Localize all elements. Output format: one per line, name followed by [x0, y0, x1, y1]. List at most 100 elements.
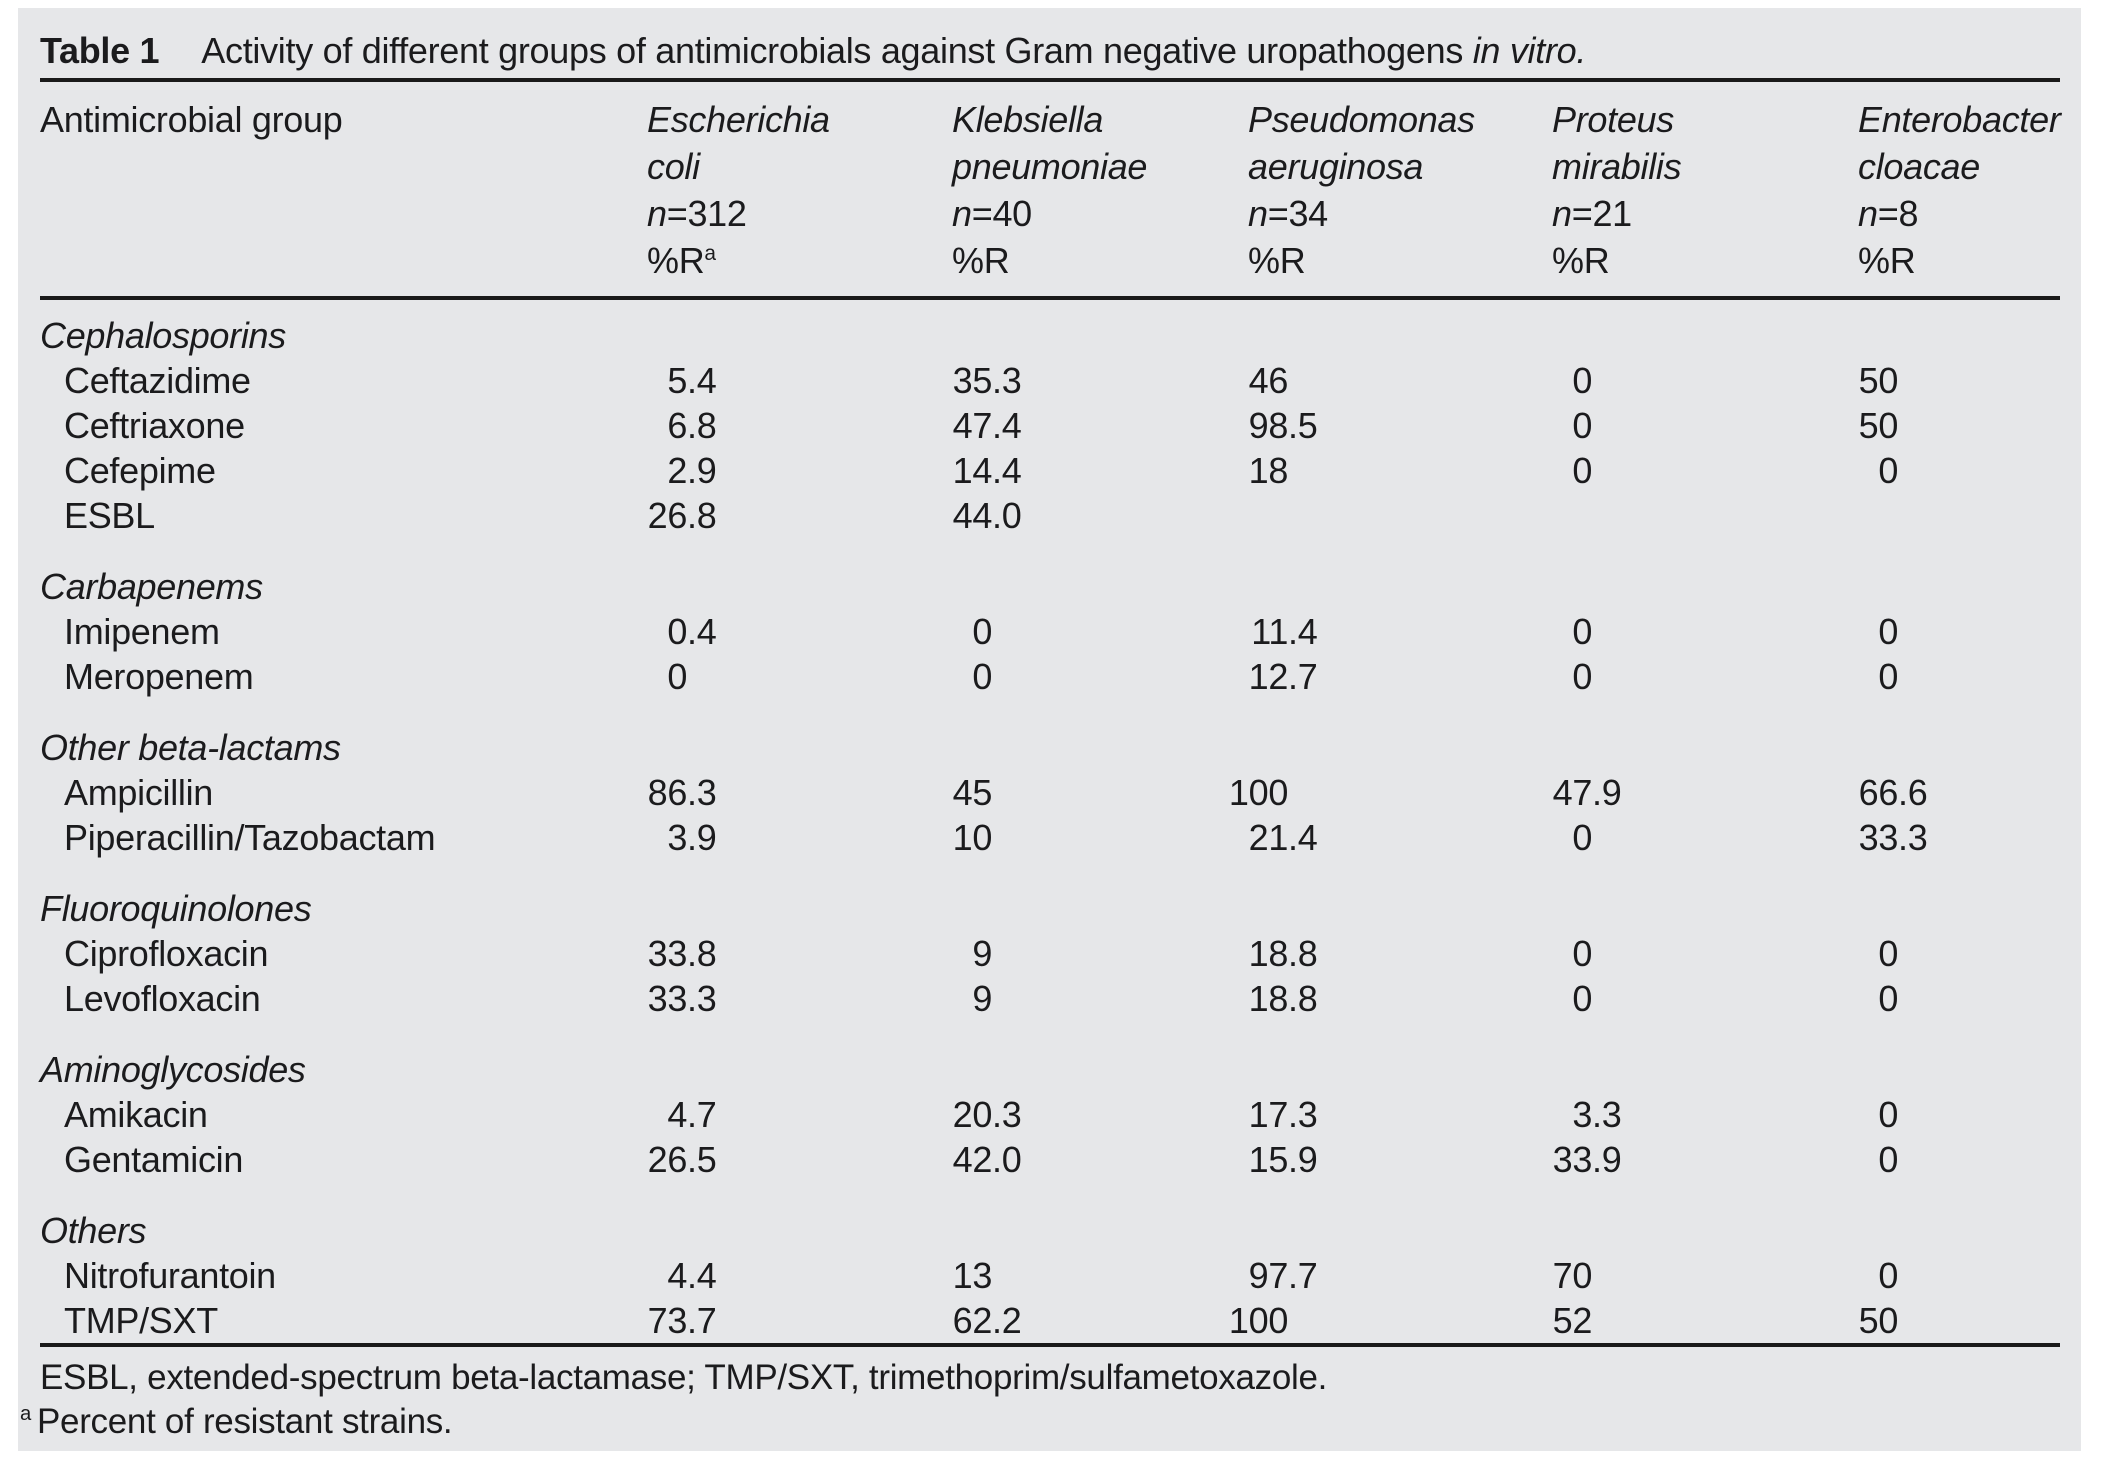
- cell-value: 52: [1552, 1300, 1593, 1341]
- section-others: Others Nitrofurantoin 4.4 13 97.7 70 0 T…: [40, 1208, 2060, 1343]
- cell-value: 33.3: [647, 978, 717, 1019]
- table-row: TMP/SXT 73.7 62.2 100 52 50: [40, 1298, 2060, 1343]
- organism-species: cloacae: [1858, 146, 1980, 187]
- cell-value: 73.7: [647, 1300, 717, 1341]
- cell-value: 0: [1878, 1255, 1899, 1296]
- cell-value: 62.2: [952, 1300, 1022, 1341]
- cell-value: 42.0: [952, 1139, 1022, 1180]
- table-row: Nitrofurantoin 4.4 13 97.7 70 0: [40, 1253, 2060, 1298]
- cell-value: 0: [1878, 611, 1899, 652]
- cell-value: 12.7: [1248, 656, 1318, 697]
- cell-value: 18.8: [1248, 933, 1318, 974]
- table-title-text: Activity of different groups of antimicr…: [201, 30, 1464, 71]
- table-body: Cephalosporins Ceftazidime 5.4 35.3 46 0…: [40, 300, 2060, 1343]
- table-row: Piperacillin/Tazobactam 3.9 10 21.4 0 33…: [40, 815, 2060, 860]
- cell-value: 3.3: [1572, 1094, 1622, 1135]
- cell-value: 9: [972, 978, 993, 1019]
- cell-value: 0: [972, 656, 993, 697]
- drug-name: Amikacin: [64, 1094, 208, 1135]
- drug-name: TMP/SXT: [64, 1300, 218, 1341]
- cell-value: 45: [952, 772, 993, 813]
- cell-value: 26.5: [647, 1139, 717, 1180]
- cell-value: 10: [952, 817, 993, 858]
- table-title-italic: in vitro.: [1472, 30, 1587, 71]
- organism-n: n=8: [1858, 190, 2060, 237]
- organism-r: %R: [1552, 237, 1858, 284]
- table-row: Ceftriaxone 6.8 47.4 98.5 0 50: [40, 403, 2060, 448]
- top-rule: [40, 78, 2060, 82]
- cell-value: 97.7: [1248, 1255, 1318, 1296]
- drug-name: Meropenem: [64, 656, 254, 697]
- cell-value: 70: [1552, 1255, 1593, 1296]
- cell-value: 0: [1572, 450, 1593, 491]
- cell-value: 44.0: [952, 495, 1022, 536]
- organism-n: n=34: [1248, 190, 1552, 237]
- table-footnotes: ESBL, extended-spectrum beta-lactamase; …: [20, 1347, 2060, 1444]
- organism-species: aeruginosa: [1248, 146, 1424, 187]
- footnote-a: a Percent of resistant strains.: [20, 1400, 2060, 1444]
- cell-value: 0: [1878, 978, 1899, 1019]
- bottom-rule: [40, 1343, 2060, 1347]
- cell-value: 0: [972, 611, 993, 652]
- column-header-row: Antimicrobial group Escherichia coli n=3…: [40, 82, 2061, 296]
- section-fluoroquinolones: Fluoroquinolones Ciprofloxacin 33.8 9 18…: [40, 886, 2060, 1021]
- drug-name: Gentamicin: [64, 1139, 244, 1180]
- organism-genus: Proteus: [1552, 99, 1674, 140]
- n-symbol: n: [1858, 193, 1878, 234]
- organism-species: pneumoniae: [952, 146, 1148, 187]
- organism-n: n=40: [952, 190, 1248, 237]
- section-heading: Carbapenems: [40, 566, 263, 607]
- cell-value: 0: [1572, 360, 1593, 401]
- drug-name: Piperacillin/Tazobactam: [64, 817, 436, 858]
- cell-value: 0: [1572, 405, 1593, 446]
- table-row: Amikacin 4.7 20.3 17.3 3.3 0: [40, 1092, 2060, 1137]
- section-heading: Others: [40, 1210, 147, 1251]
- footnote-a-marker: a: [20, 1403, 31, 1426]
- table-row: Cefepime 2.9 14.4 18 0 0: [40, 448, 2060, 493]
- column-header-organism: Pseudomonas aeruginosa n=34 %R: [1248, 96, 1552, 284]
- r-label: %R: [647, 240, 705, 281]
- section-cephalosporins: Cephalosporins Ceftazidime 5.4 35.3 46 0…: [40, 313, 2060, 538]
- drug-name: Levofloxacin: [64, 978, 261, 1019]
- table-row: Gentamicin 26.5 42.0 15.9 33.9 0: [40, 1137, 2060, 1182]
- organism-r: %R: [1858, 237, 2060, 284]
- organism-r: %Ra: [647, 237, 952, 284]
- n-count: =21: [1571, 193, 1632, 234]
- cell-value: 4.7: [667, 1094, 717, 1135]
- cell-value: 100: [1228, 772, 1289, 813]
- cell-value: 18: [1248, 450, 1289, 491]
- r-label: %R: [952, 240, 1010, 281]
- drug-name: Cefepime: [64, 450, 216, 491]
- r-label: %R: [1552, 240, 1610, 281]
- drug-name: Nitrofurantoin: [64, 1255, 276, 1296]
- cell-value: 18.8: [1248, 978, 1318, 1019]
- section-heading: Cephalosporins: [40, 315, 286, 356]
- table-number: Table 1: [40, 30, 160, 71]
- n-count: =40: [971, 193, 1032, 234]
- cell-value: 0: [1572, 933, 1593, 974]
- column-header-group: Antimicrobial group: [40, 99, 343, 140]
- organism-genus: Klebsiella: [952, 99, 1104, 140]
- cell-value: 15.9: [1248, 1139, 1318, 1180]
- cell-value: 98.5: [1248, 405, 1318, 446]
- drug-name: Ciprofloxacin: [64, 933, 269, 974]
- organism-n: n=21: [1552, 190, 1858, 237]
- cell-value: 26.8: [647, 495, 717, 536]
- n-count: =8: [1877, 193, 1919, 234]
- section-heading: Other beta-lactams: [40, 727, 341, 768]
- cell-value: 11.4: [1251, 611, 1318, 652]
- section-heading: Fluoroquinolones: [40, 888, 312, 929]
- cell-value: 17.3: [1248, 1094, 1318, 1135]
- table-row: Ampicillin 86.3 45 100 47.9 66.6: [40, 770, 2060, 815]
- table-row: Imipenem 0.4 0 11.4 0 0: [40, 609, 2060, 654]
- table-row: Ceftazidime 5.4 35.3 46 0 50: [40, 358, 2060, 403]
- cell-value: 0: [1878, 450, 1899, 491]
- drug-name: Ceftazidime: [64, 360, 251, 401]
- column-header-organism: Proteus mirabilis n=21 %R: [1552, 96, 1858, 284]
- cell-value: 100: [1228, 1300, 1289, 1341]
- cell-value: 0: [1878, 1094, 1899, 1135]
- footnote-a-text: Percent of resistant strains.: [36, 1402, 453, 1441]
- section-other-beta-lactams: Other beta-lactams Ampicillin 86.3 45 10…: [40, 725, 2060, 860]
- cell-value: 0: [1572, 611, 1593, 652]
- n-count: =34: [1267, 193, 1328, 234]
